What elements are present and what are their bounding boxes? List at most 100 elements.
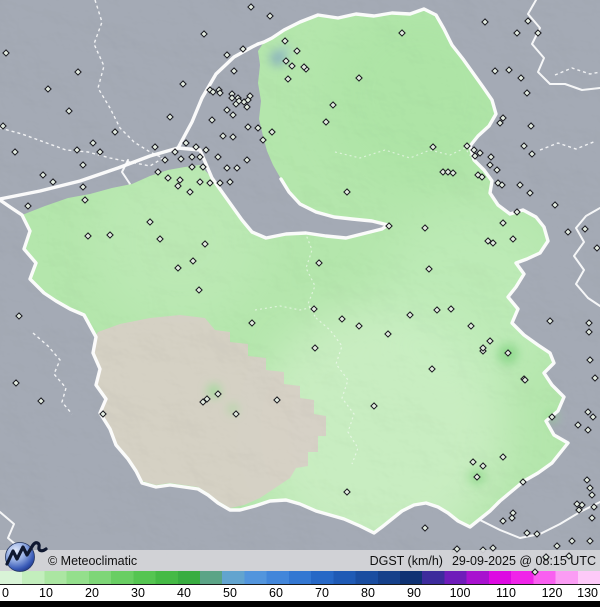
station-marker[interactable] [447, 305, 455, 313]
station-marker[interactable] [268, 128, 276, 136]
station-marker[interactable] [527, 122, 535, 130]
station-marker[interactable] [174, 264, 182, 272]
station-marker[interactable] [171, 148, 179, 156]
station-marker[interactable] [65, 107, 73, 115]
station-marker[interactable] [575, 506, 583, 514]
station-marker[interactable] [244, 96, 252, 104]
station-marker[interactable] [499, 114, 507, 122]
station-marker[interactable] [209, 88, 217, 96]
station-marker[interactable] [2, 49, 10, 57]
station-marker[interactable] [548, 413, 556, 421]
station-marker[interactable] [513, 208, 521, 216]
station-marker[interactable] [44, 85, 52, 93]
station-marker[interactable] [248, 319, 256, 327]
station-marker[interactable] [355, 322, 363, 330]
station-marker[interactable] [486, 161, 494, 169]
station-marker[interactable] [520, 142, 528, 150]
station-marker[interactable] [528, 150, 536, 158]
station-marker[interactable] [329, 101, 337, 109]
station-marker[interactable] [585, 319, 593, 327]
station-marker[interactable] [203, 395, 211, 403]
station-marker[interactable] [166, 113, 174, 121]
station-marker[interactable] [584, 426, 592, 434]
station-marker[interactable] [478, 173, 486, 181]
station-marker[interactable] [476, 149, 484, 157]
station-marker[interactable] [151, 143, 159, 151]
station-marker[interactable] [338, 315, 346, 323]
station-marker[interactable] [188, 153, 196, 161]
station-marker[interactable] [202, 146, 210, 154]
station-marker[interactable] [99, 410, 107, 418]
station-marker[interactable] [551, 201, 559, 209]
station-marker[interactable] [177, 155, 185, 163]
station-marker[interactable] [504, 349, 512, 357]
station-marker[interactable] [230, 67, 238, 75]
station-marker[interactable] [111, 128, 119, 136]
station-marker[interactable] [398, 29, 406, 37]
station-marker[interactable] [421, 224, 429, 232]
station-marker[interactable] [206, 179, 214, 187]
station-marker[interactable] [200, 30, 208, 38]
station-marker[interactable] [322, 118, 330, 126]
station-marker[interactable] [433, 306, 441, 314]
station-marker[interactable] [516, 181, 524, 189]
station-marker[interactable] [259, 136, 267, 144]
station-marker[interactable] [233, 164, 241, 172]
station-marker[interactable] [534, 29, 542, 37]
station-marker[interactable] [523, 89, 531, 97]
station-marker[interactable] [588, 514, 596, 522]
station-marker[interactable] [188, 163, 196, 171]
station-marker[interactable] [189, 257, 197, 265]
station-marker[interactable] [195, 286, 203, 294]
station-marker[interactable] [491, 67, 499, 75]
station-marker[interactable] [471, 152, 479, 160]
station-marker[interactable] [513, 29, 521, 37]
station-marker[interactable] [154, 168, 162, 176]
station-marker[interactable] [489, 239, 497, 247]
station-marker[interactable] [11, 148, 19, 156]
station-marker[interactable] [223, 164, 231, 172]
station-marker[interactable] [484, 237, 492, 245]
station-marker[interactable] [282, 57, 290, 65]
station-marker[interactable] [273, 396, 281, 404]
station-marker[interactable] [429, 143, 437, 151]
station-marker[interactable] [499, 453, 507, 461]
station-marker[interactable] [505, 66, 513, 74]
station-marker[interactable] [343, 488, 351, 496]
station-marker[interactable] [519, 478, 527, 486]
station-marker[interactable] [588, 491, 596, 499]
station-marker[interactable] [586, 356, 594, 364]
station-marker[interactable] [223, 106, 231, 114]
station-marker[interactable] [481, 18, 489, 26]
station-marker[interactable] [585, 328, 593, 336]
station-marker[interactable] [564, 228, 572, 236]
station-marker[interactable] [355, 74, 363, 82]
station-marker[interactable] [479, 344, 487, 352]
station-marker[interactable] [79, 183, 87, 191]
station-marker[interactable] [24, 202, 32, 210]
station-marker[interactable] [208, 116, 216, 124]
station-marker[interactable] [486, 337, 494, 345]
station-marker[interactable] [444, 168, 452, 176]
station-marker[interactable] [239, 45, 247, 53]
station-marker[interactable] [219, 132, 227, 140]
station-marker[interactable] [235, 97, 243, 105]
station-marker[interactable] [266, 12, 274, 20]
station-marker[interactable] [524, 17, 532, 25]
station-marker[interactable] [593, 244, 600, 252]
station-marker[interactable] [179, 80, 187, 88]
station-marker[interactable] [300, 63, 308, 71]
station-marker[interactable] [521, 376, 529, 384]
station-marker[interactable] [581, 225, 589, 233]
station-marker[interactable] [463, 142, 471, 150]
station-marker[interactable] [421, 524, 429, 532]
station-marker[interactable] [499, 219, 507, 227]
station-marker[interactable] [509, 235, 517, 243]
station-marker[interactable] [498, 181, 506, 189]
station-marker[interactable] [487, 153, 495, 161]
station-marker[interactable] [174, 182, 182, 190]
station-marker[interactable] [568, 537, 576, 545]
station-marker[interactable] [586, 537, 594, 545]
station-marker[interactable] [493, 166, 501, 174]
station-marker[interactable] [281, 37, 289, 45]
